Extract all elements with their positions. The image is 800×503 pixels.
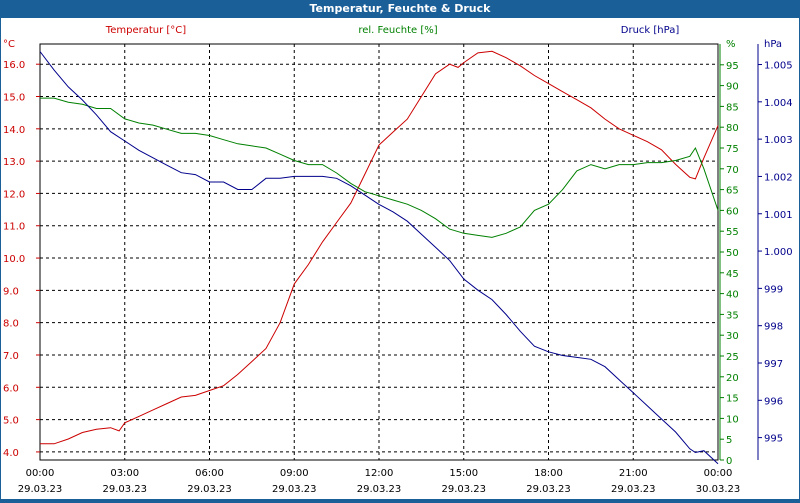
x-tick-date: 29.03.23 [102, 484, 147, 495]
temperature-series-line [40, 50, 719, 445]
humidity-tick-label: 60 [726, 206, 739, 217]
humidity-series-line [40, 97, 719, 238]
humidity-tick-label: 80 [726, 123, 739, 134]
humidity-tick-label: 10 [726, 414, 739, 425]
humidity-tick-label: 30 [726, 331, 739, 342]
x-tick-date: 29.03.23 [187, 484, 232, 495]
temperature-axis-title: Temperatur [°C] [105, 25, 186, 36]
x-tick-date: 30.03.23 [696, 484, 741, 495]
x-tick-time: 18:00 [534, 468, 563, 479]
x-tick-time: 06:00 [195, 468, 224, 479]
humidity-unit-label: % [726, 39, 736, 50]
x-tick-date: 29.03.23 [526, 484, 571, 495]
humidity-tick-label: 50 [726, 248, 739, 259]
pressure-tick-label: 997 [764, 359, 783, 370]
x-tick-time: 03:00 [110, 468, 139, 479]
x-tick-time: 00:00 [704, 468, 733, 479]
humidity-tick-label: 45 [726, 269, 739, 280]
pressure-tick-label: 1.002 [764, 172, 793, 183]
x-tick-date: 29.03.23 [357, 484, 402, 495]
pressure-unit-label: hPa [764, 39, 782, 50]
humidity-tick-label: 25 [726, 352, 739, 363]
chart-title: Temperatur, Feuchte & Druck [309, 2, 491, 15]
humidity-tick-label: 85 [726, 102, 739, 113]
temperature-tick-label: 12.0 [3, 189, 25, 200]
temperature-tick-label: 6.0 [3, 383, 19, 394]
temperature-tick-label: 7.0 [3, 351, 19, 362]
pressure-tick-label: 1.004 [764, 98, 793, 109]
humidity-axis-title: rel. Feuchte [%] [358, 25, 437, 36]
humidity-tick-label: 95 [726, 61, 739, 72]
pressure-tick-label: 996 [764, 396, 783, 407]
humidity-tick-label: 40 [726, 290, 739, 301]
pressure-tick-label: 998 [764, 322, 783, 333]
x-tick-time: 21:00 [619, 468, 648, 479]
temperature-tick-label: 9.0 [3, 286, 19, 297]
chart-area: 00:00 29.03.23 03:00 29.03.23 06:00 29.03.23 0… [1, 18, 799, 499]
temperature-tick-label: 14.0 [3, 125, 25, 136]
x-tick-time: 00:00 [26, 468, 55, 479]
pressure-tick-label: 1.003 [764, 135, 793, 146]
plot-frame [39, 43, 719, 461]
temperature-tick-label: 16.0 [3, 60, 25, 71]
humidity-tick-label: 35 [726, 310, 739, 321]
temperature-tick-label: 10.0 [3, 254, 25, 265]
x-tick-time: 12:00 [365, 468, 394, 479]
pressure-tick-label: 1.005 [764, 61, 793, 72]
humidity-tick-label: 15 [726, 394, 739, 405]
humidity-tick-label: 55 [726, 227, 739, 238]
pressure-tick-label: 999 [764, 284, 783, 295]
temperature-tick-label: 13.0 [3, 157, 25, 168]
pressure-tick-label: 1.001 [764, 210, 793, 221]
temperature-unit-label: °C [3, 39, 15, 50]
x-tick-time: 15:00 [449, 468, 478, 479]
humidity-tick-label: 75 [726, 144, 739, 155]
pressure-axis-title: Druck [hPa] [621, 25, 680, 36]
pressure-tick-label: 995 [764, 434, 783, 445]
temperature-tick-label: 11.0 [3, 222, 25, 233]
humidity-tick-label: 90 [726, 82, 739, 93]
humidity-tick-label: 0 [726, 456, 732, 467]
humidity-tick-label: 20 [726, 373, 739, 384]
pressure-series-line [39, 51, 719, 465]
x-tick-date: 29.03.23 [272, 484, 317, 495]
temperature-tick-label: 5.0 [3, 416, 19, 427]
temperature-tick-label: 8.0 [3, 319, 19, 330]
x-tick-date: 29.03.23 [441, 484, 486, 495]
humidity-tick-label: 5 [726, 435, 732, 446]
temperature-tick-label: 4.0 [3, 448, 19, 459]
humidity-tick-label: 70 [726, 165, 739, 176]
humidity-tick-label: 65 [726, 186, 739, 197]
x-tick-time: 09:00 [280, 468, 309, 479]
temperature-tick-label: 15.0 [3, 93, 25, 104]
chart-svg: 00:00 29.03.23 03:00 29.03.23 06:00 29.03.23 0… [3, 25, 793, 495]
x-tick-date: 29.03.23 [611, 484, 656, 495]
x-tick-date: 29.03.23 [18, 484, 63, 495]
pressure-tick-label: 1.000 [764, 247, 793, 258]
